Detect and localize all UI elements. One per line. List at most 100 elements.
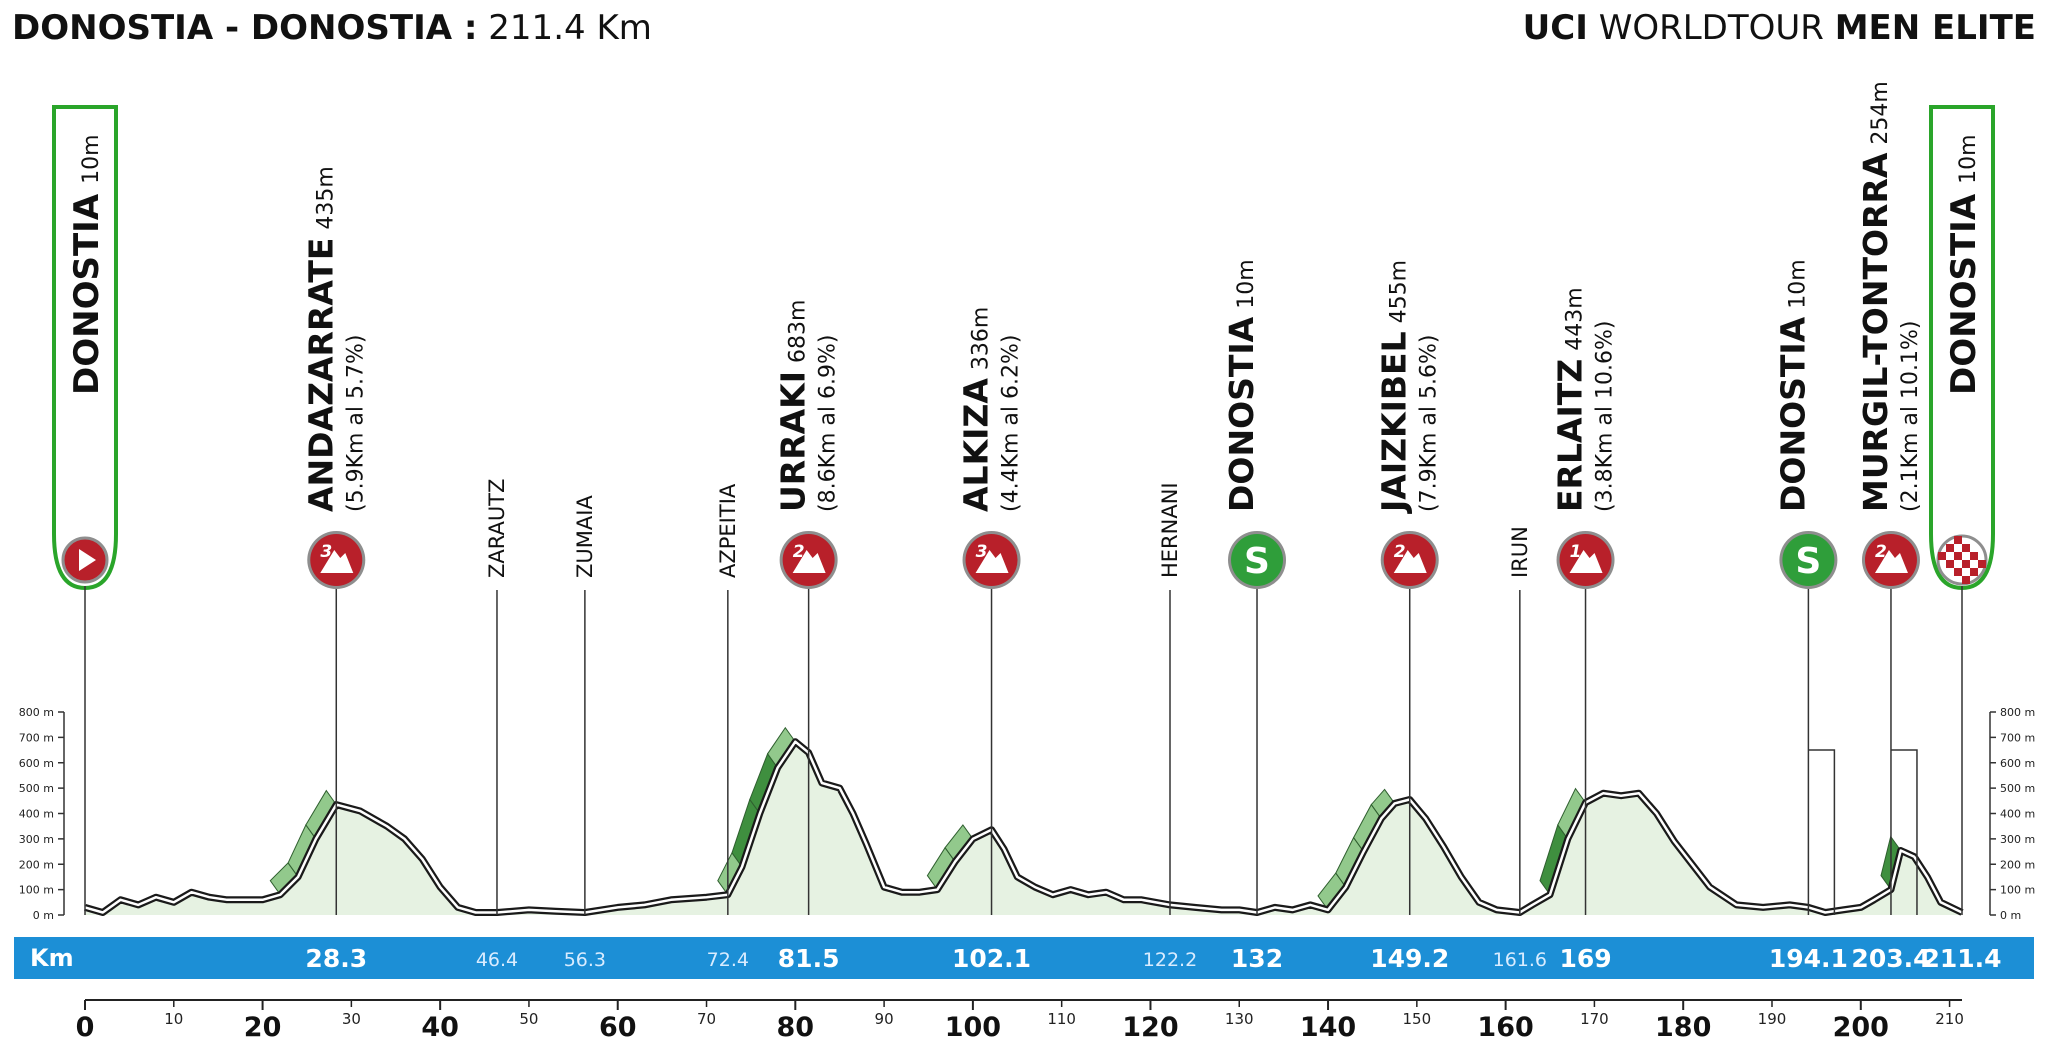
- waypoint-name: ANDAZARRATE: [301, 238, 340, 512]
- waypoint-altitude: 336m: [969, 307, 994, 370]
- y-tick-label: 700 m: [2000, 731, 2035, 744]
- waypoint-town: ZUMAIA 56.3: [564, 495, 606, 971]
- km-bar-value: 81.5: [778, 944, 840, 973]
- endpoint-label: DONOSTIA 10m: [1944, 134, 1984, 395]
- waypoint-name: ALKIZA: [957, 378, 996, 512]
- waypoint-name: DONOSTIA: [1773, 316, 1812, 512]
- waypoint-label: ERLAITZ 443m: [1551, 287, 1590, 512]
- waypoint-climb: 3 ANDAZARRATE 435m (5.9Km al 5.7%) 28.3: [301, 166, 368, 973]
- y-tick-label: 500 m: [19, 782, 54, 795]
- y-axis-right: 0 m 100 m 200 m 300 m 400 m 500 m 600 m 700 m 80…: [1989, 706, 2035, 922]
- mountain-icon: [1569, 550, 1603, 573]
- waypoint-label: URRAKI 683m: [774, 300, 813, 512]
- climb-detail: (2.1Km al 10.1%): [1898, 321, 1923, 512]
- km-bar-minor-value: 161.6: [1493, 949, 1547, 971]
- climb-detail: (3.8Km al 10.6%): [1593, 321, 1618, 512]
- climb-detail-label: (8.6Km al 6.9%): [816, 335, 841, 512]
- km-bar-value: 149.2: [1370, 944, 1449, 973]
- mountain-icon: [1393, 550, 1427, 573]
- x-minor-tick-label: 30: [342, 1010, 361, 1028]
- y-tick-label: 800 m: [2000, 706, 2035, 719]
- waypoint-name: URRAKI: [774, 371, 813, 512]
- waypoint-altitude: 683m: [786, 300, 811, 363]
- x-major-tick-label: 20: [244, 1012, 282, 1043]
- x-major-tick-label: 180: [1655, 1012, 1711, 1043]
- x-minor-tick-label: 50: [519, 1010, 538, 1028]
- climb-detail-label: (5.9Km al 5.7%): [343, 335, 368, 512]
- km-bar-value: 169: [1559, 944, 1611, 973]
- km-bar-value: 102.1: [952, 944, 1031, 973]
- y-tick-label: 0 m: [33, 909, 54, 922]
- marker-step-line: [1890, 749, 1918, 915]
- climb-shading: [269, 726, 1902, 911]
- climb-category: 3: [320, 542, 332, 562]
- start-marker: DONOSTIA 10m: [52, 105, 118, 915]
- y-tick-label: 300 m: [2000, 833, 2035, 846]
- waypoint-name: JAIZKIBEL: [1375, 331, 1414, 514]
- waypoint-name: DONOSTIA: [1222, 316, 1261, 512]
- waypoint-climb: 2 JAIZKIBEL 455m(7.9Km al 5.6%) 149.2: [1370, 260, 1449, 973]
- checker-square: [1954, 568, 1962, 576]
- waypoint-climb: 1 ERLAITZ 443m(3.8Km al 10.6%) 169: [1551, 287, 1618, 973]
- sprint-letter: S: [1244, 541, 1270, 582]
- climb-detail-label: (2.1Km al 10.1%): [1898, 321, 1923, 512]
- waypoint-town: HERNANI 122.2: [1143, 482, 1197, 971]
- y-tick-label: 600 m: [19, 757, 54, 770]
- climb-category: 2: [1394, 542, 1406, 562]
- waypoint-sprint: S DONOSTIA 10m 194.1: [1769, 259, 1848, 973]
- x-minor-tick-label: 130: [1225, 1010, 1254, 1028]
- y-tick-label: 300 m: [19, 833, 54, 846]
- climb-category: 3: [976, 542, 988, 562]
- checker-square: [1946, 544, 1954, 552]
- km-bar-label: Km: [30, 944, 74, 972]
- waypoint-altitude: 435m: [313, 166, 338, 229]
- x-major-tick-label: 140: [1300, 1012, 1356, 1043]
- waypoint-altitude: 455m: [1387, 260, 1412, 323]
- endpoint-name: DONOSTIA: [67, 193, 107, 395]
- x-major-tick-label: 60: [599, 1012, 637, 1043]
- x-minor-tick-label: 10: [164, 1010, 183, 1028]
- y-tick-label: 0 m: [2000, 909, 2021, 922]
- km-bar-minor-value: 122.2: [1143, 949, 1197, 971]
- waypoint-label: ANDAZARRATE 435m: [301, 166, 340, 512]
- sprint-badge-icon: [1782, 534, 1835, 586]
- y-tick-label: 200 m: [19, 858, 54, 871]
- y-tick-label: 500 m: [2000, 782, 2035, 795]
- mountain-icon: [1874, 550, 1908, 573]
- x-axis: 0 20 40 60 80 100 120 140 160 180 200 10 30 50 70 90 110…: [76, 999, 1964, 1043]
- play-triangle-icon: [79, 549, 96, 571]
- checker-square: [1962, 544, 1970, 552]
- town-label: AZPEITIA: [716, 483, 740, 578]
- x-major-tick-label: 160: [1477, 1012, 1533, 1043]
- mountain-icon: [792, 550, 826, 573]
- waypoint-altitude: 254m: [1868, 81, 1893, 144]
- waypoint-sprint: S DONOSTIA 10m 132: [1222, 259, 1287, 973]
- waypoint-climb: 2 URRAKI 683m(8.6Km al 6.9%) 81.5: [774, 300, 841, 973]
- climb-detail-label: (3.8Km al 10.6%): [1593, 321, 1618, 512]
- y-tick-label: 100 m: [19, 884, 54, 897]
- checker-square: [1962, 560, 1970, 568]
- x-minor-tick-label: 70: [697, 1010, 716, 1028]
- km-bar: [14, 937, 2034, 979]
- km-bar-value: 28.3: [305, 944, 367, 973]
- x-minor-tick-label: 210: [1935, 1010, 1964, 1028]
- y-tick-label: 100 m: [2000, 884, 2035, 897]
- waypoint-town: ZARAUTZ 46.4: [476, 479, 518, 971]
- climb-category: 2: [1875, 542, 1887, 562]
- profile-area: [85, 741, 1962, 915]
- x-major-tick-label: 0: [76, 1012, 95, 1043]
- waypoint-label: ALKIZA 336m: [957, 307, 996, 512]
- waypoint-town: IRUN 161.6: [1493, 526, 1547, 971]
- km-bar-minor-value: 56.3: [564, 949, 606, 971]
- total-distance: 211.4 Km: [488, 8, 652, 48]
- climb-detail: (8.6Km al 6.9%): [816, 335, 841, 512]
- waypoint-altitude: 10m: [1785, 259, 1810, 308]
- y-tick-label: 700 m: [19, 731, 54, 744]
- marker-step-line: [1808, 749, 1836, 915]
- waypoint-town: AZPEITIA 72.4: [707, 483, 749, 971]
- checker-square: [1954, 552, 1962, 560]
- waypoint-climb: 2 MURGIL-TONTORRA 254m (2.1Km al 10.1%) 203.…: [1851, 81, 1930, 973]
- town-label: HERNANI: [1158, 482, 1182, 578]
- profile-line-inner: [84, 740, 1963, 914]
- endpoint-label: DONOSTIA 10m: [67, 134, 107, 395]
